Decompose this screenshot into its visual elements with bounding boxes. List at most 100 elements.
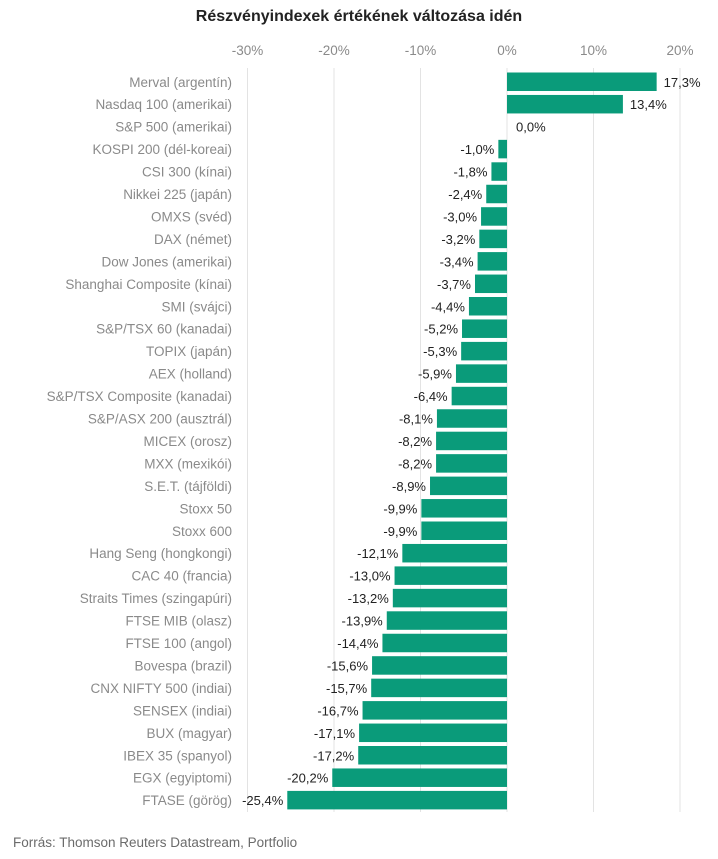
- data-label: -5,3%: [423, 344, 457, 359]
- data-label: -20,2%: [287, 771, 329, 786]
- data-label: -5,9%: [418, 367, 452, 382]
- bar: [507, 94, 623, 114]
- category-label: Dow Jones (amerikai): [101, 254, 232, 269]
- bar: [421, 521, 507, 540]
- data-label: -13,2%: [348, 591, 390, 606]
- bar: [392, 588, 507, 608]
- category-label: Nikkei 225 (japán): [123, 187, 232, 202]
- data-label: -6,4%: [414, 389, 448, 404]
- data-label: -16,7%: [317, 703, 359, 718]
- category-label: S.E.T. (tájföldi): [144, 479, 232, 494]
- bar: [474, 274, 507, 294]
- data-label: 13,4%: [630, 97, 667, 112]
- bar: [468, 297, 507, 316]
- source-note: Forrás: Thomson Reuters Datastream, Port…: [13, 835, 298, 850]
- category-label: Nasdaq 100 (amerikai): [95, 97, 232, 112]
- bar: [436, 431, 507, 451]
- data-label: -8,2%: [398, 456, 432, 471]
- category-label: IBEX 35 (spanyol): [123, 748, 232, 763]
- category-label: SMI (svájci): [162, 299, 233, 314]
- category-label: CSI 300 (kínai): [142, 165, 232, 180]
- data-label: -8,2%: [398, 434, 432, 449]
- bar: [402, 543, 507, 563]
- bar: [507, 72, 657, 91]
- x-tick-label: 0%: [497, 43, 517, 58]
- bar: [479, 229, 507, 249]
- bar: [362, 701, 507, 720]
- category-label: Stoxx 600: [172, 524, 232, 539]
- data-label: -13,9%: [342, 614, 384, 629]
- bar: [436, 454, 507, 473]
- data-label: -17,2%: [313, 748, 355, 763]
- category-label: FTSE MIB (olasz): [125, 614, 232, 629]
- category-label: Hang Seng (hongkongi): [89, 546, 232, 561]
- bar: [382, 633, 507, 653]
- data-label: -25,4%: [242, 793, 284, 808]
- data-label: -5,2%: [424, 322, 458, 337]
- category-label: Shanghai Composite (kínai): [65, 277, 232, 292]
- category-label: AEX (holland): [149, 367, 232, 382]
- x-tick-label: -20%: [318, 43, 350, 58]
- category-label: EGX (egyiptomi): [133, 771, 232, 786]
- category-label: Stoxx 50: [179, 501, 232, 516]
- category-label: Straits Times (szingapúri): [80, 591, 232, 606]
- data-label: -12,1%: [357, 546, 399, 561]
- data-label: -9,9%: [383, 524, 417, 539]
- data-label: -1,0%: [460, 142, 494, 157]
- category-label: S&P/TSX Composite (kanadai): [47, 389, 232, 404]
- data-label: -9,9%: [383, 501, 417, 516]
- data-label: -15,7%: [326, 681, 368, 696]
- bar: [386, 611, 507, 630]
- bar: [421, 499, 507, 518]
- category-label: FTSE 100 (angol): [125, 636, 232, 651]
- x-tick-label: -10%: [405, 43, 437, 58]
- category-label: MXX (mexikói): [144, 456, 232, 471]
- category-label: Bovespa (brazil): [134, 658, 232, 673]
- data-label: -3,4%: [440, 254, 474, 269]
- bar: [498, 139, 507, 159]
- bar: [394, 566, 507, 585]
- x-tick-label: 20%: [666, 43, 693, 58]
- category-label: MICEX (orosz): [143, 434, 232, 449]
- data-label: -3,2%: [441, 232, 475, 247]
- bar: [358, 746, 507, 765]
- bar: [462, 319, 507, 338]
- bar: [481, 207, 507, 226]
- x-tick-label: 10%: [580, 43, 607, 58]
- data-label: -2,4%: [448, 187, 482, 202]
- category-label: S&P/ASX 200 (ausztrál): [88, 412, 232, 427]
- category-label: SENSEX (indiai): [133, 703, 232, 718]
- bar: [436, 409, 507, 428]
- bar: [359, 723, 507, 743]
- bar: [430, 476, 507, 496]
- category-label: S&P 500 (amerikai): [115, 120, 232, 135]
- bar: [491, 162, 507, 181]
- data-label: -15,6%: [327, 658, 369, 673]
- bar: [372, 656, 507, 675]
- data-label: -4,4%: [431, 299, 465, 314]
- bar: [455, 364, 507, 383]
- bar: [371, 678, 507, 698]
- bar: [451, 386, 507, 406]
- bar: [287, 790, 507, 810]
- bar: [332, 768, 507, 787]
- category-label: CNX NIFTY 500 (indiai): [90, 681, 232, 696]
- category-label: S&P/TSX 60 (kanadai): [96, 322, 232, 337]
- chart-title: Részvényindexek értékének változása idén: [195, 8, 523, 25]
- data-label: -17,1%: [314, 726, 356, 741]
- data-label: -8,9%: [392, 479, 426, 494]
- category-label: FTASE (görög): [142, 793, 232, 808]
- data-label: -1,8%: [453, 165, 487, 180]
- category-label: CAC 40 (francia): [131, 569, 232, 584]
- data-label: -14,4%: [337, 636, 379, 651]
- data-label: 17,3%: [664, 75, 701, 90]
- data-label: -13,0%: [349, 569, 391, 584]
- category-label: OMXS (svéd): [151, 209, 232, 224]
- data-label: -8,1%: [399, 412, 433, 427]
- category-label: TOPIX (japán): [146, 344, 232, 359]
- data-label: -3,0%: [443, 209, 477, 224]
- data-label: -3,7%: [437, 277, 471, 292]
- x-tick-label: -30%: [232, 43, 264, 58]
- category-label: DAX (német): [154, 232, 232, 247]
